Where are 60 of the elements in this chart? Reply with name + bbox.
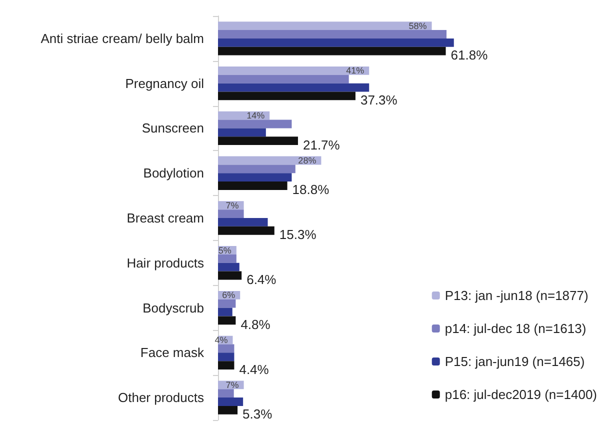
bar <box>218 361 234 370</box>
y-tick-label: Hair products <box>126 255 204 270</box>
data-label: 61.8% <box>450 48 488 63</box>
legend-label: P15: jan-jun19 (n=1465) <box>444 354 585 369</box>
bar <box>218 226 274 235</box>
bar <box>218 38 454 47</box>
data-label: 18.8% <box>292 182 330 198</box>
bar <box>218 254 236 263</box>
y-tick-label: Breast cream <box>126 210 204 226</box>
legend-label: P13: jan -jun18 (n=1877) <box>444 288 588 303</box>
bar <box>218 173 292 182</box>
data-label: 28% <box>298 155 316 166</box>
bar <box>218 218 268 226</box>
legend-label: p16: jul-dec2019 (n=1400) <box>444 387 597 402</box>
bar <box>218 210 244 218</box>
y-tick-label: Bodylotion <box>143 166 204 181</box>
data-label: 6% <box>222 290 236 300</box>
bar <box>218 83 370 92</box>
data-label: 41% <box>346 66 364 76</box>
bar <box>218 271 242 280</box>
data-label: 5.3% <box>242 406 273 422</box>
bar <box>218 74 349 84</box>
bar <box>218 389 234 398</box>
bar <box>218 164 296 174</box>
data-label: 7% <box>226 380 239 390</box>
bar <box>218 262 240 272</box>
bar <box>218 120 292 128</box>
bar <box>218 398 244 406</box>
bar <box>218 182 288 190</box>
bar <box>218 30 447 38</box>
bar <box>218 308 232 316</box>
bar <box>218 352 234 362</box>
y-tick-label: Bodyscrub <box>142 300 204 316</box>
data-label: 4.8% <box>240 316 271 332</box>
y-tick-label: Other products <box>118 390 204 406</box>
legend-label: p14: jul-dec 18 (n=1613) <box>444 321 586 336</box>
bar <box>218 316 236 325</box>
data-label: 14% <box>246 110 265 121</box>
bar <box>218 46 446 56</box>
y-tick-label: Pregnancy oil <box>125 76 204 91</box>
bar <box>218 128 266 137</box>
y-tick-label: Face mask <box>140 345 204 360</box>
bar <box>218 92 356 100</box>
data-label: 21.7% <box>302 137 340 152</box>
data-label: 15.3% <box>279 227 317 242</box>
y-tick-label: Anti striae cream/ belly balm <box>40 30 204 46</box>
data-label: 5% <box>218 245 232 256</box>
bar <box>218 299 236 308</box>
data-label: 58% <box>408 20 427 31</box>
data-label: 7% <box>226 200 239 210</box>
y-tick-label: Sunscreen <box>142 120 204 136</box>
data-label: 37.3% <box>360 92 398 108</box>
bar <box>218 406 238 414</box>
bar <box>218 22 432 30</box>
data-label: 6.4% <box>246 272 277 288</box>
bar <box>218 344 234 353</box>
data-label: 4% <box>214 335 228 346</box>
bar <box>218 136 298 146</box>
bar <box>218 66 370 75</box>
data-label: 4.4% <box>239 362 270 377</box>
